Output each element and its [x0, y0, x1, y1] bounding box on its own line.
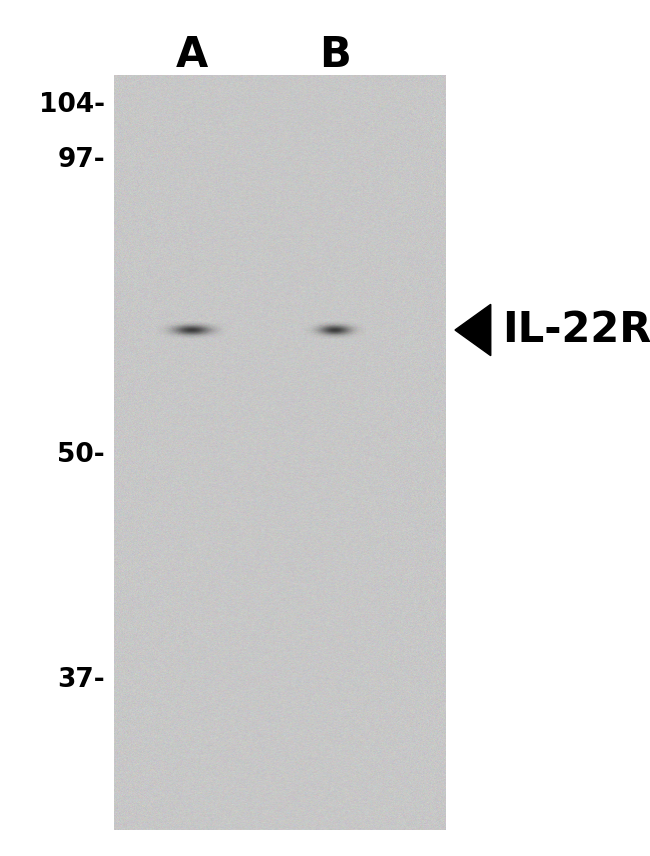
Text: 97-: 97-: [57, 147, 105, 173]
Text: 50-: 50-: [57, 442, 105, 468]
Text: A: A: [176, 34, 208, 76]
Polygon shape: [455, 305, 491, 356]
Text: B: B: [319, 34, 350, 76]
Text: IL-22R: IL-22R: [502, 309, 650, 351]
Text: 37-: 37-: [57, 667, 105, 693]
Text: 104-: 104-: [39, 92, 105, 118]
